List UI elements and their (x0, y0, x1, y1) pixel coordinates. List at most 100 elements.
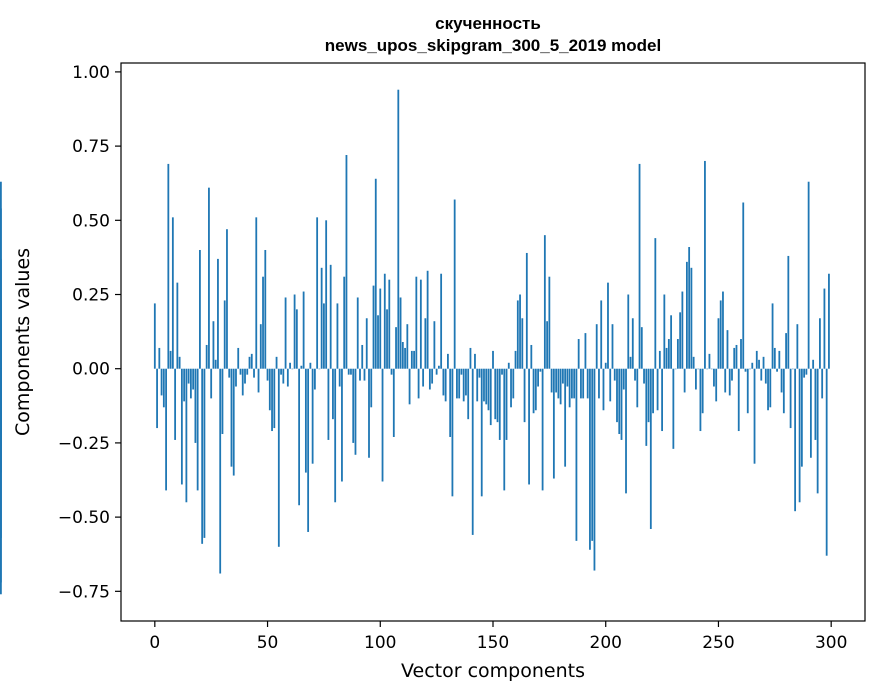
bar (629, 356, 632, 369)
y-tick-label: 0.75 (72, 137, 110, 157)
bar (320, 267, 323, 369)
y-tick-label: 1.00 (72, 63, 110, 83)
bar (192, 368, 195, 390)
bar (649, 368, 652, 529)
bar (805, 368, 808, 375)
bar (676, 339, 679, 369)
bar (498, 368, 501, 440)
bar (688, 247, 691, 369)
bar (268, 368, 271, 411)
bar (809, 368, 812, 458)
bar (697, 368, 700, 370)
bar (332, 368, 334, 420)
bar (791, 368, 794, 370)
bar (352, 368, 355, 443)
bar (503, 368, 506, 491)
bar (661, 368, 663, 432)
bar (735, 344, 738, 369)
bar (762, 356, 765, 369)
bar (226, 229, 228, 369)
bar (643, 368, 645, 384)
bar (372, 285, 375, 369)
bar (695, 368, 697, 390)
bar (300, 365, 303, 369)
bar (611, 324, 614, 369)
bar (160, 368, 163, 396)
bar (546, 321, 549, 369)
bar (273, 368, 276, 429)
bar (205, 344, 208, 369)
bar (704, 160, 706, 369)
bar (821, 368, 824, 399)
bar (444, 368, 447, 402)
bar (171, 217, 174, 369)
bar (825, 368, 828, 556)
bar (336, 303, 339, 369)
bar (589, 368, 591, 550)
y-tick-label: 0.50 (72, 211, 110, 231)
bar (627, 294, 630, 369)
bar (530, 344, 533, 369)
bar (555, 368, 558, 393)
bar (386, 309, 388, 369)
bar (742, 202, 745, 369)
bar (465, 368, 467, 396)
bar (451, 368, 454, 497)
x-axis-label: Vector components (401, 660, 585, 682)
bar (474, 353, 476, 369)
bar (489, 368, 492, 426)
bar (764, 368, 767, 384)
bar (343, 276, 346, 369)
bar (453, 199, 456, 369)
bar (681, 291, 684, 369)
bar (537, 368, 539, 387)
bar (501, 368, 503, 375)
bar (392, 368, 395, 437)
bar (395, 327, 397, 369)
x-tick-label: 150 (477, 633, 509, 653)
chart-subtitle: news_upos_skipgram_300_5_2019 model (325, 36, 661, 55)
bar (674, 368, 677, 370)
bar (478, 368, 481, 378)
bar (277, 368, 280, 547)
bar (212, 321, 215, 369)
bar (235, 368, 237, 387)
bar (167, 163, 170, 369)
y-tick-label: −0.25 (58, 434, 110, 454)
bar (203, 368, 206, 538)
bar (187, 368, 190, 384)
bar (800, 368, 803, 467)
bar (640, 327, 643, 369)
bar (325, 220, 328, 369)
y-tick-label: −0.50 (58, 508, 110, 528)
bar (259, 324, 262, 369)
bar (0, 368, 2, 405)
bar (773, 347, 776, 369)
bar (539, 368, 542, 372)
bar (492, 350, 494, 369)
bar (557, 368, 560, 399)
bar (165, 368, 167, 491)
bar (586, 368, 589, 399)
chart-title: скученность (435, 14, 541, 33)
bar (683, 368, 686, 393)
bar (189, 368, 192, 399)
bar (440, 273, 443, 369)
bar (217, 258, 219, 369)
bar (726, 330, 729, 369)
bar (528, 368, 530, 485)
bar (548, 276, 551, 369)
bar (183, 368, 186, 402)
bar (370, 368, 373, 408)
bar (483, 368, 485, 402)
bar (428, 368, 431, 390)
bar (232, 368, 235, 476)
bar (541, 368, 544, 491)
bar (724, 368, 727, 393)
bar (561, 368, 564, 384)
bar (293, 294, 296, 369)
bar (241, 368, 244, 396)
bar (512, 368, 515, 399)
bar (782, 368, 785, 414)
